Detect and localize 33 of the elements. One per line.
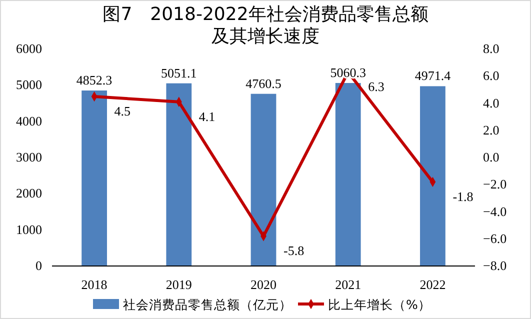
y2-tick-label: 2.0: [483, 122, 500, 138]
data-label: 4760.5: [246, 76, 282, 91]
x-tick-label: 2022: [420, 277, 446, 292]
y2-tick-label: −8.0: [483, 258, 507, 273]
chart-title: 图7 2018-2022年社会消费品零售总额及其增长速度: [102, 4, 428, 47]
y2-tick-label: −4.0: [483, 204, 507, 219]
y2-tick-label: 0.0: [483, 150, 500, 164]
y2-tick-label: 8.0: [483, 41, 500, 56]
y-tick-label: 5000: [16, 77, 42, 92]
legend-label: 社会消费品零售总额（亿元）: [123, 297, 292, 312]
y-tick-label: 4000: [16, 113, 42, 128]
x-tick-label: 2019: [166, 277, 192, 292]
data-label: 5051.1: [161, 65, 197, 80]
data-label: -5.8: [284, 243, 304, 258]
data-label: 6.3: [368, 79, 384, 94]
y-tick-label: 1000: [16, 222, 42, 237]
y-tick-label: 6000: [16, 41, 42, 56]
x-tick-label: 2020: [250, 277, 276, 292]
data-label: 4852.3: [76, 72, 112, 88]
data-label: 4971.4: [414, 68, 452, 84]
y2-tick-label: 4.0: [483, 95, 500, 110]
x-tick-label: 2021: [335, 277, 362, 292]
y2-tick-label: 6.0: [483, 68, 500, 84]
y-tick-label: 2000: [16, 186, 42, 201]
y2-tick-label: −2.0: [483, 176, 507, 192]
x-tick-label: 2018: [81, 277, 108, 292]
data-label: -1.8: [452, 188, 474, 204]
data-label: 4.5: [114, 103, 131, 118]
y-tick-label: 3000: [16, 150, 42, 164]
y-tick-label: 0: [36, 258, 42, 273]
data-label: 4.1: [198, 108, 216, 124]
legend-label: 比上年增长（%）: [328, 297, 431, 312]
y2-tick-label: −6.0: [483, 230, 507, 246]
